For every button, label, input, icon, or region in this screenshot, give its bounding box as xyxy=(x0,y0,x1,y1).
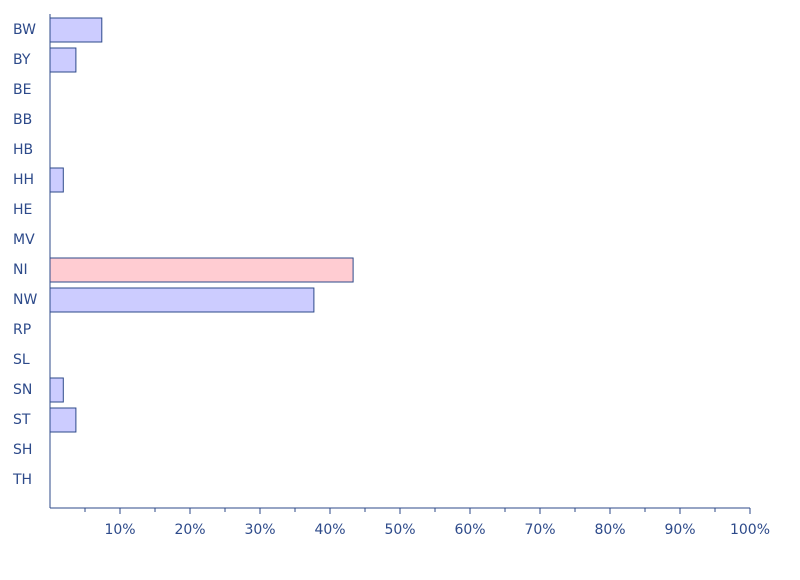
y-tick-label: BB xyxy=(13,112,32,128)
x-tick-label: 10% xyxy=(104,522,135,538)
y-tick-label: BE xyxy=(13,82,31,98)
x-tick-label: 90% xyxy=(664,522,695,538)
y-tick-label: TH xyxy=(12,472,32,488)
y-tick-label: MV xyxy=(13,232,35,248)
y-tick-label: SL xyxy=(13,352,30,368)
y-tick-label: BW xyxy=(13,22,36,38)
bar xyxy=(49,17,103,43)
bar xyxy=(49,47,77,73)
y-tick-label: BY xyxy=(13,52,31,68)
y-tick-label: SN xyxy=(13,382,32,398)
y-tick-label: NI xyxy=(13,262,28,278)
bar xyxy=(49,407,77,433)
x-tick-label: 60% xyxy=(454,522,485,538)
y-tick-label: HH xyxy=(13,172,34,188)
x-tick-label: 70% xyxy=(524,522,555,538)
x-tick-label: 80% xyxy=(594,522,625,538)
bar xyxy=(49,287,315,313)
y-tick-label: RP xyxy=(13,322,31,338)
bar xyxy=(49,377,64,403)
x-tick-label: 30% xyxy=(244,522,275,538)
bar xyxy=(49,167,64,193)
x-tick-label: 20% xyxy=(174,522,205,538)
y-tick-label: HE xyxy=(13,202,32,218)
x-tick-label: 40% xyxy=(314,522,345,538)
y-tick-label: ST xyxy=(13,412,31,428)
bar xyxy=(49,257,354,283)
y-tick-label: HB xyxy=(13,142,33,158)
y-tick-label: SH xyxy=(13,442,32,458)
x-tick-label: 50% xyxy=(384,522,415,538)
x-tick-label: 100% xyxy=(730,522,770,538)
y-tick-label: NW xyxy=(13,292,37,308)
